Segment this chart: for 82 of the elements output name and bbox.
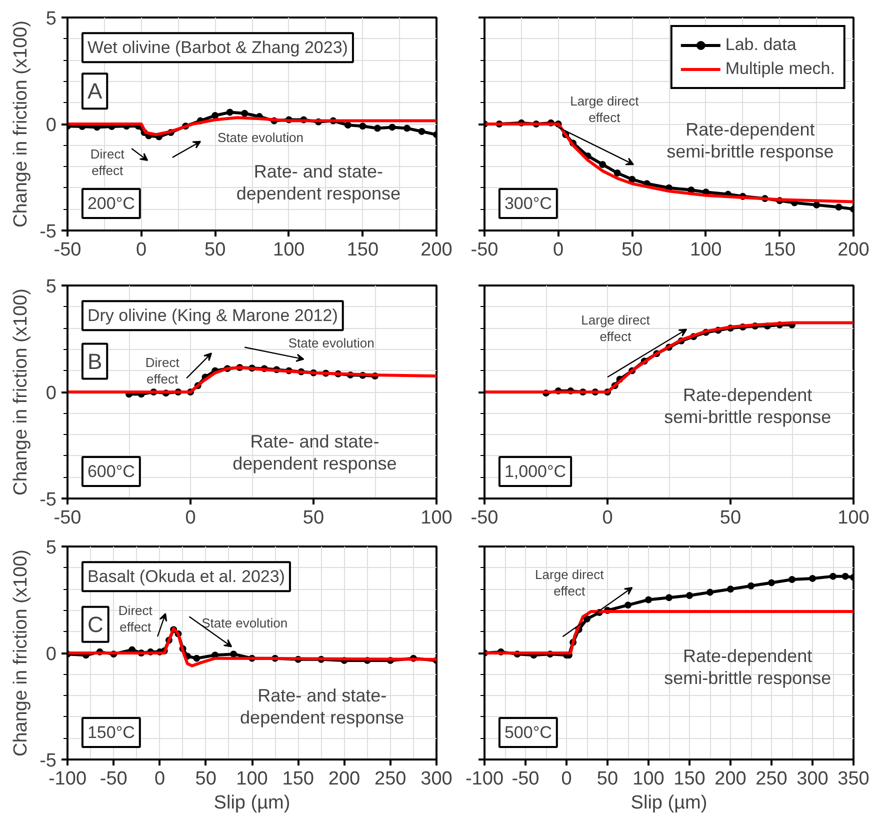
y-tick-label: 0 bbox=[46, 115, 57, 136]
annotation: Large direct effect bbox=[570, 93, 640, 125]
annotation: Direct effect bbox=[90, 146, 125, 178]
x-tick-label: -50 bbox=[470, 240, 498, 260]
annotation: Wet olivine (Barbot & Zhang 2023) bbox=[87, 38, 348, 58]
y-axis-title: Change in friction (x100) bbox=[10, 550, 32, 756]
y-tick-label: -5 bbox=[40, 750, 57, 772]
x-tick-label: 300 bbox=[420, 768, 452, 790]
annotation: 1,000°C bbox=[504, 462, 566, 482]
annotation: Direct effect bbox=[145, 354, 180, 386]
y-tick-label: -5 bbox=[40, 490, 57, 510]
x-tick-label: 350 bbox=[838, 768, 870, 790]
annotation: Basalt (Okuda et al. 2023) bbox=[87, 567, 285, 586]
y-axis-title: Change in friction (x100) bbox=[10, 288, 32, 496]
x-tick-label: 100 bbox=[632, 768, 664, 790]
x-tick-label: 300 bbox=[796, 768, 828, 790]
x-tick-label: 50 bbox=[596, 768, 618, 790]
annotation: C bbox=[87, 612, 104, 637]
x-tick-label: 0 bbox=[136, 240, 147, 260]
x-tick-label: 0 bbox=[185, 508, 196, 528]
x-tick-label: 0 bbox=[553, 240, 564, 260]
annotation: 300°C bbox=[504, 194, 552, 214]
annotation: Rate-dependent semi-brittle response bbox=[666, 119, 834, 162]
x-tick-label: 100 bbox=[236, 768, 268, 790]
x-tick-label: 50 bbox=[622, 240, 643, 260]
x-tick-label: 0 bbox=[154, 768, 166, 790]
x-tick-label: 200 bbox=[714, 768, 746, 790]
x-tick-label: 150 bbox=[674, 768, 706, 790]
annotation: A bbox=[87, 78, 102, 104]
x-tick-label: 100 bbox=[420, 508, 452, 528]
x-tick-label: 50 bbox=[720, 508, 742, 528]
annotation: 600°C bbox=[87, 462, 135, 482]
x-tick-label: -50 bbox=[54, 240, 82, 260]
x-tick-label: 50 bbox=[195, 768, 216, 790]
x-tick-label: 150 bbox=[764, 240, 796, 260]
annotation: State evolution bbox=[217, 130, 304, 145]
x-tick-label: 50 bbox=[302, 508, 324, 528]
y-tick-label: 5 bbox=[46, 276, 57, 298]
annotation: State evolution bbox=[202, 616, 288, 631]
annotation: Direct effect bbox=[118, 603, 153, 635]
x-tick-label: 150 bbox=[346, 240, 379, 260]
y-tick-label: -5 bbox=[40, 222, 57, 242]
annotation: Rate- and state- dependent response bbox=[232, 432, 397, 474]
annotation: B bbox=[87, 348, 102, 374]
legend-label: Multiple mech. bbox=[725, 59, 835, 79]
x-tick-label: 50 bbox=[204, 240, 226, 260]
x-tick-label: 100 bbox=[273, 240, 305, 260]
x-tick-label: -50 bbox=[100, 768, 128, 790]
annotation: 200°C bbox=[87, 194, 135, 214]
y-tick-label: 5 bbox=[46, 538, 57, 558]
y-tick-label: 0 bbox=[46, 644, 57, 665]
annotation: Large direct effect bbox=[581, 312, 650, 344]
annotation: Dry olivine (King & Marone 2012) bbox=[87, 306, 338, 326]
legend-label: Lab. data bbox=[725, 35, 796, 55]
x-tick-label: -50 bbox=[512, 768, 540, 790]
x-axis-title: Slip (µm) bbox=[630, 792, 708, 814]
x-tick-label: 150 bbox=[282, 768, 314, 790]
annotation: Rate-dependent semi-brittle response bbox=[664, 646, 832, 688]
x-tick-label: 250 bbox=[756, 768, 788, 790]
x-tick-label: -100 bbox=[48, 768, 87, 790]
x-tick-label: 200 bbox=[838, 240, 870, 260]
x-tick-label: 100 bbox=[690, 240, 722, 260]
annotation: Large direct effect bbox=[535, 566, 604, 598]
annotation: Rate-dependent semi-brittle response bbox=[664, 384, 832, 427]
annotation: State evolution bbox=[288, 336, 374, 351]
x-tick-label: 200 bbox=[328, 768, 360, 790]
x-tick-label: -50 bbox=[470, 508, 498, 528]
x-tick-label: 200 bbox=[420, 240, 452, 260]
annotation: 500°C bbox=[504, 723, 552, 742]
x-axis-title: Slip (µm) bbox=[214, 792, 290, 814]
y-tick-label: 0 bbox=[46, 383, 57, 404]
y-axis-title: Change in friction (x100) bbox=[10, 20, 32, 228]
x-tick-label: 250 bbox=[374, 768, 406, 790]
x-tick-label: -100 bbox=[465, 768, 504, 790]
x-tick-label: 100 bbox=[838, 508, 870, 528]
x-tick-label: -50 bbox=[54, 508, 82, 528]
x-tick-label: 0 bbox=[561, 768, 572, 790]
y-tick-label: 5 bbox=[46, 8, 57, 30]
annotation: 150°C bbox=[87, 723, 135, 742]
annotation: Rate- and state- dependent response bbox=[236, 162, 400, 204]
x-tick-label: 0 bbox=[602, 508, 613, 528]
annotation: Rate- and state- dependent response bbox=[240, 685, 404, 728]
